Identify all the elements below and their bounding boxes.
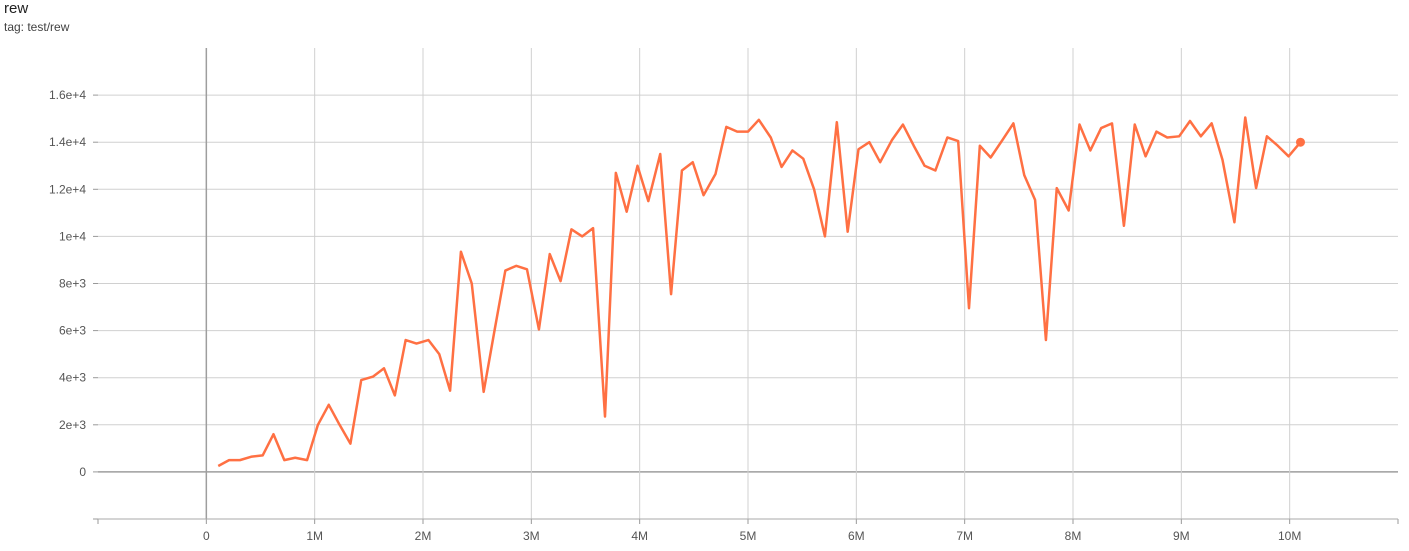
y-tick-label: 1.6e+4 (49, 88, 86, 102)
x-tick-label: 3M (523, 529, 540, 543)
chart-title: rew (4, 0, 29, 17)
x-tick-label: 6M (848, 529, 865, 543)
y-tick-label: 0 (79, 465, 86, 479)
x-tick-label: 10M (1278, 529, 1301, 543)
x-tick-label: 8M (1065, 529, 1082, 543)
y-tick-label: 2e+3 (59, 418, 86, 432)
x-tick-label: 2M (415, 529, 432, 543)
y-tick-label: 6e+3 (59, 324, 86, 338)
y-tick-label: 4e+3 (59, 371, 86, 385)
x-tick-label: 5M (740, 529, 757, 543)
x-tick-label: 4M (631, 529, 648, 543)
x-tick-label: 7M (956, 529, 973, 543)
y-tick-label: 1.2e+4 (49, 182, 86, 196)
x-tick-label: 9M (1173, 529, 1190, 543)
x-tick-label: 0 (203, 529, 210, 543)
last-point-marker (1296, 137, 1305, 147)
y-tick-label: 1.4e+4 (49, 135, 86, 149)
y-tick-label: 8e+3 (59, 277, 86, 291)
series-line (217, 116, 1302, 468)
chart-subtitle: tag: test/rew (4, 20, 70, 34)
x-tick-label: 1M (306, 529, 323, 543)
y-tick-label: 1e+4 (59, 229, 86, 243)
